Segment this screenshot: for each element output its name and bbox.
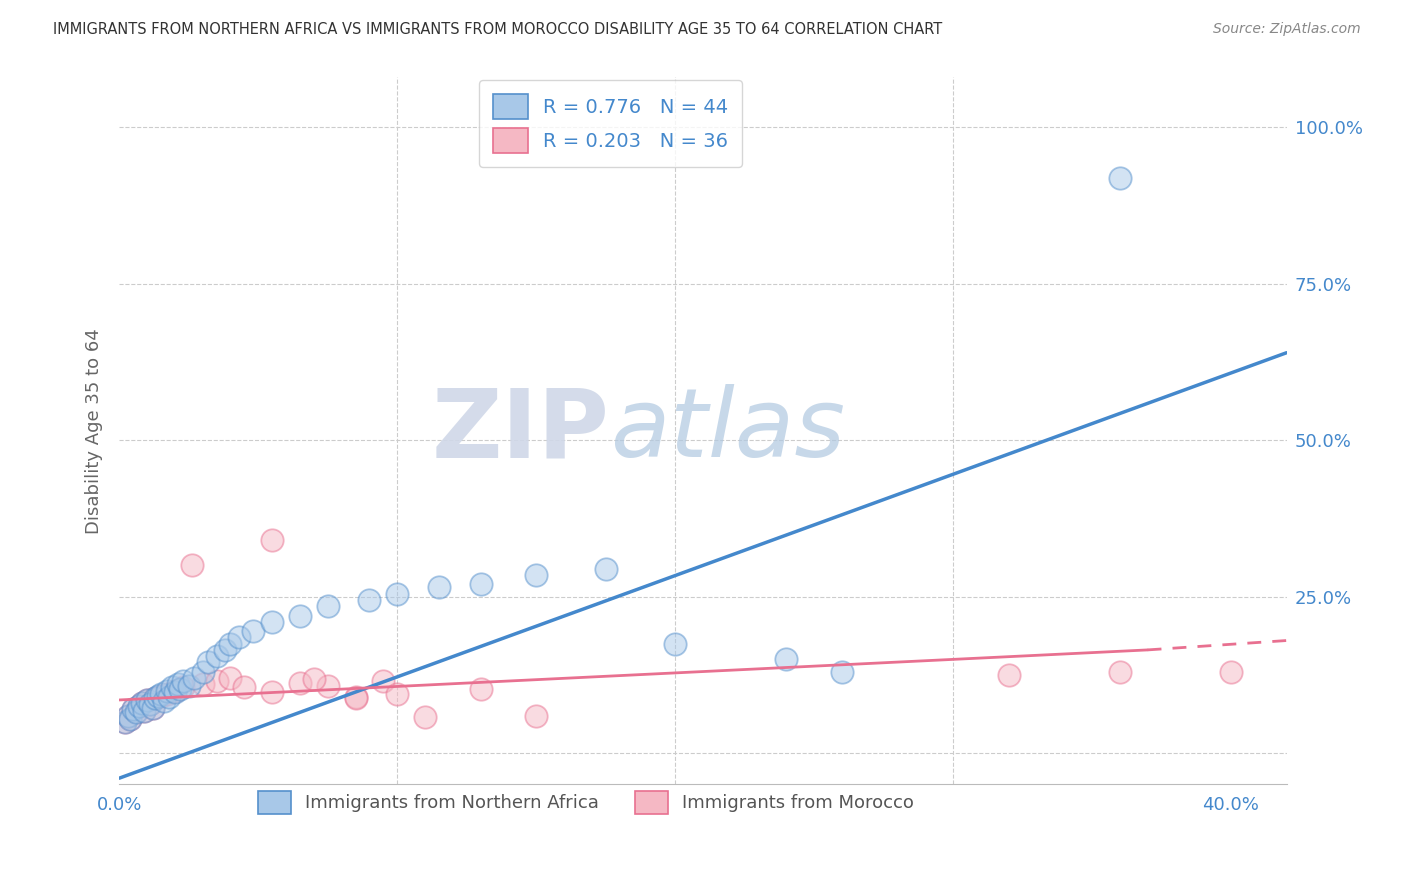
Point: [205, 649, 228, 664]
Point: [344, 690, 367, 704]
Point: [117, 708, 139, 723]
Point: [242, 624, 264, 639]
Point: [1108, 665, 1130, 679]
Point: [125, 706, 148, 720]
Point: [191, 665, 214, 679]
Point: [197, 656, 219, 670]
Point: [316, 679, 339, 693]
Point: [145, 691, 167, 706]
Point: [470, 682, 492, 697]
Point: [134, 704, 156, 718]
Text: IMMIGRANTS FROM NORTHERN AFRICA VS IMMIGRANTS FROM MOROCCO DISABILITY AGE 35 TO : IMMIGRANTS FROM NORTHERN AFRICA VS IMMIG…: [53, 22, 942, 37]
Point: [145, 691, 167, 706]
Point: [1220, 665, 1243, 679]
Point: [470, 577, 492, 591]
Point: [114, 714, 136, 729]
Text: Source: ZipAtlas.com: Source: ZipAtlas.com: [1213, 22, 1361, 37]
Point: [288, 608, 311, 623]
Point: [152, 694, 174, 708]
Point: [160, 681, 183, 695]
Point: [142, 701, 165, 715]
Point: [595, 561, 617, 575]
Point: [262, 615, 284, 629]
Point: [149, 689, 172, 703]
Point: [262, 685, 284, 699]
Point: [128, 699, 150, 714]
Point: [359, 592, 381, 607]
Point: [169, 682, 191, 697]
Point: [183, 671, 205, 685]
Point: [136, 693, 159, 707]
Point: [148, 689, 170, 703]
Point: [385, 687, 408, 701]
Point: [427, 580, 450, 594]
Point: [180, 558, 202, 573]
Point: [524, 708, 547, 723]
Text: atlas: atlas: [610, 384, 845, 477]
Point: [775, 652, 797, 666]
Point: [664, 637, 686, 651]
Point: [214, 643, 236, 657]
Point: [120, 712, 142, 726]
Point: [413, 710, 436, 724]
Point: [120, 712, 142, 726]
Point: [117, 708, 139, 723]
Point: [172, 681, 194, 695]
Point: [219, 637, 242, 651]
Point: [302, 673, 325, 687]
Point: [163, 683, 186, 698]
Point: [131, 696, 153, 710]
Point: [228, 631, 250, 645]
Point: [155, 687, 177, 701]
Point: [373, 674, 395, 689]
Legend: Immigrants from Northern Africa, Immigrants from Morocco: Immigrants from Northern Africa, Immigra…: [247, 780, 925, 825]
Point: [128, 699, 150, 714]
Point: [114, 714, 136, 729]
Point: [125, 706, 148, 720]
Point: [177, 679, 200, 693]
Point: [136, 693, 159, 707]
Point: [122, 702, 145, 716]
Point: [524, 567, 547, 582]
Point: [142, 701, 165, 715]
Point: [997, 668, 1019, 682]
Point: [288, 676, 311, 690]
Point: [316, 599, 339, 614]
Point: [262, 533, 284, 548]
Point: [122, 702, 145, 716]
Point: [172, 674, 194, 689]
Y-axis label: Disability Age 35 to 64: Disability Age 35 to 64: [86, 328, 103, 533]
Point: [233, 681, 256, 695]
Point: [385, 586, 408, 600]
Text: ZIP: ZIP: [432, 384, 610, 477]
Point: [191, 677, 214, 691]
Point: [149, 687, 172, 701]
Point: [155, 683, 177, 698]
Point: [344, 691, 367, 706]
Point: [163, 685, 186, 699]
Point: [131, 696, 153, 710]
Point: [157, 690, 180, 704]
Point: [1108, 170, 1130, 185]
Point: [139, 698, 162, 712]
Point: [219, 671, 242, 685]
Point: [139, 698, 162, 712]
Point: [134, 704, 156, 718]
Point: [831, 665, 853, 679]
Point: [166, 677, 188, 691]
Point: [205, 674, 228, 689]
